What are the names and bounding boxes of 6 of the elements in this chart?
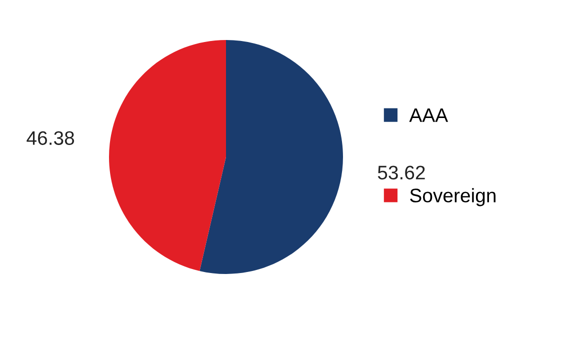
pie-slice: [109, 40, 226, 271]
data-label: 53.62: [378, 166, 425, 180]
legend-label: Sovereign: [410, 188, 496, 206]
data-label: 46.38: [26, 131, 74, 145]
legend-label: AAA: [409, 108, 448, 122]
pie-slice: [200, 40, 343, 274]
